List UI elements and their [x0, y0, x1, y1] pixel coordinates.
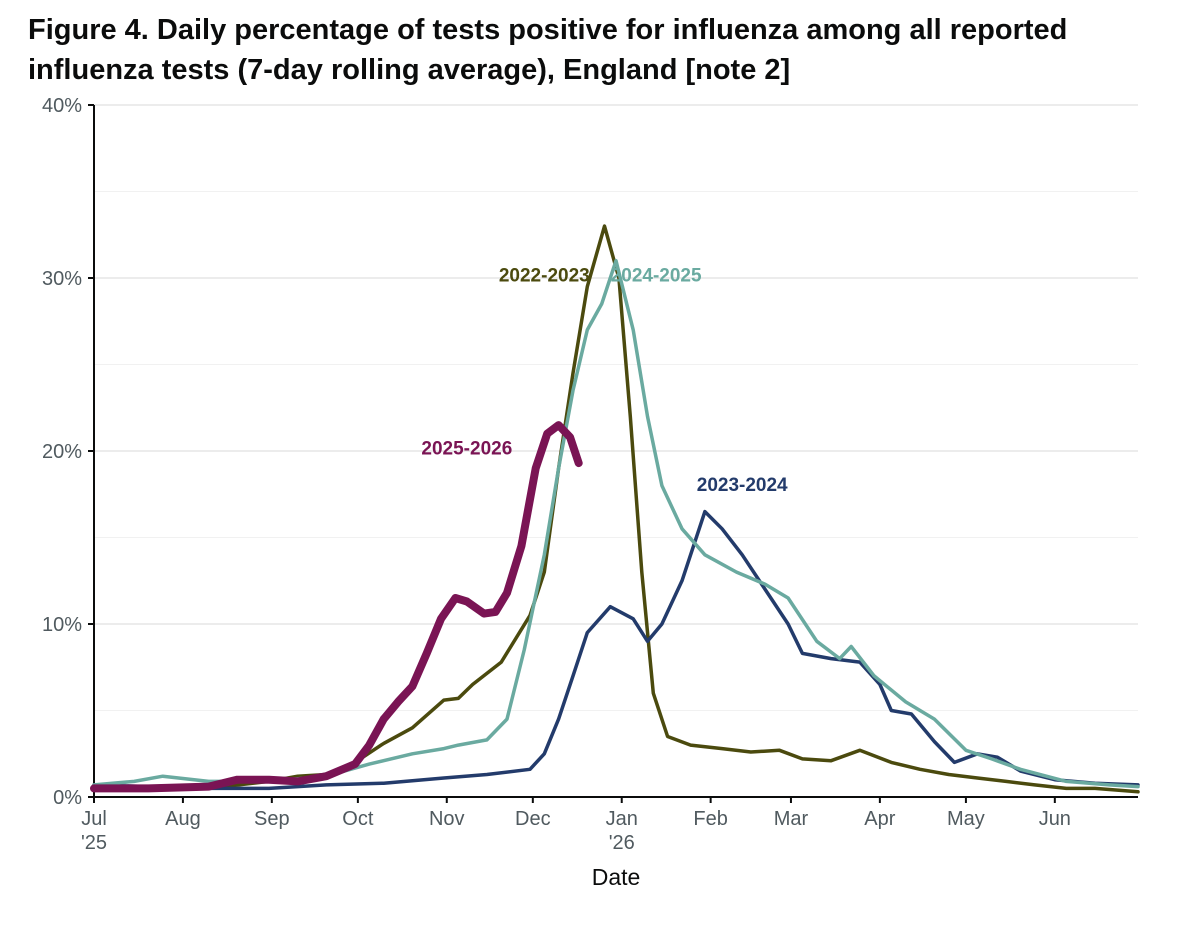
x-axis-ticks: Jul'25 Aug Sep Oct Nov Dec Jan'26 Feb Mar Apr May J… — [81, 797, 1071, 854]
x-tick-label: Jul — [81, 808, 107, 830]
series-line-2022-2023 — [92, 224, 1140, 794]
x-tick-label: Sep — [254, 808, 290, 830]
x-axis-title: Date — [592, 864, 641, 890]
x-tick-label: Feb — [693, 808, 727, 830]
x-tick-label: Mar — [774, 808, 809, 830]
series-line-2023-2024 — [92, 509, 1140, 791]
series-label-2024-2025: 2024-2025 — [611, 265, 702, 286]
y-tick-label: 30% — [42, 268, 82, 290]
x-tick-label: May — [947, 808, 985, 830]
series-label-2023-2024: 2023-2024 — [697, 475, 788, 496]
gridlines — [94, 104, 1138, 711]
series-line-2024-2025 — [92, 258, 1140, 789]
x-tick-label: Dec — [515, 808, 551, 830]
y-tick-label: 40% — [42, 95, 82, 117]
series-lines — [90, 224, 1140, 794]
x-tick-label: Jan — [606, 808, 638, 830]
x-tick-label: Oct — [342, 808, 374, 830]
y-tick-label: 20% — [42, 441, 82, 463]
x-tick-label: Apr — [864, 808, 895, 830]
y-tick-label: 0% — [53, 787, 82, 809]
chart-title: Figure 4. Daily percentage of tests posi… — [28, 14, 1068, 86]
series-labels: 2022-2023 2024-2025 2025-2026 2023-2024 — [421, 265, 788, 495]
y-axis-ticks: 0% 10% 20% 30% 40% — [42, 95, 94, 809]
series-line-2025-2026 — [90, 421, 583, 793]
series-label-2022-2023: 2022-2023 — [499, 265, 590, 286]
x-tick-sublabel: '25 — [81, 832, 107, 854]
x-tick-label: Nov — [429, 808, 465, 830]
x-tick-label: Aug — [165, 808, 201, 830]
x-tick-label: Jun — [1039, 808, 1071, 830]
series-label-2025-2026: 2025-2026 — [421, 438, 512, 459]
y-tick-label: 10% — [42, 614, 82, 636]
x-tick-sublabel: '26 — [609, 832, 635, 854]
